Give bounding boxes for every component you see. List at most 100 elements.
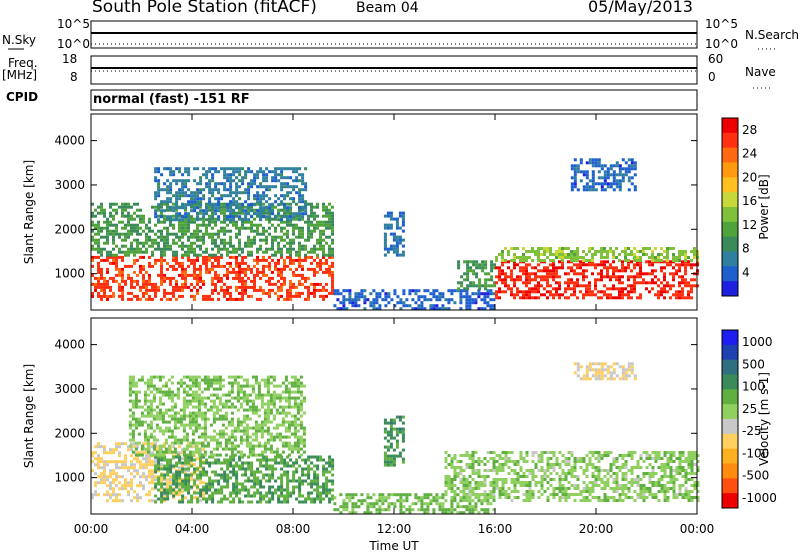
velocity-cell [304,497,308,501]
power-cell [295,273,298,277]
power-cell [292,258,295,262]
power-cell [91,214,94,218]
power-cell [504,275,507,279]
velocity-cell [182,381,186,385]
power-cell [642,281,645,285]
power-cell [103,294,106,298]
velocity-cell [325,476,329,480]
power-cell [259,209,263,213]
power-cell [657,278,660,282]
power-cell [624,287,627,291]
velocity-cell [94,490,97,494]
power-cell [196,253,199,257]
power-cell [672,278,675,282]
velocity-cell [146,405,150,409]
power-cell [549,284,552,288]
velocity-cell [106,484,109,488]
velocity-cell [226,461,230,465]
velocity-cell [190,487,193,491]
power-cell [232,255,235,259]
power-cell [289,297,292,301]
power-cell [223,202,226,206]
power-cell [579,170,583,174]
velocity-cell [128,399,132,403]
velocity-cell [130,484,133,488]
velocity-cell [191,429,195,433]
velocity-cell [199,488,203,492]
power-cell [606,256,609,259]
power-cell [525,290,528,294]
velocity-cell [149,453,153,457]
power-cell [142,276,145,280]
power-cell [615,179,619,183]
power-cell [378,292,382,296]
power-cell [387,301,391,305]
velocity-cell [178,500,182,504]
power-cell [94,285,97,289]
power-cell [172,238,175,242]
velocity-cell [130,478,133,482]
power-cell [600,164,604,168]
velocity-cell [166,494,170,498]
velocity-cell [202,461,206,465]
power-cell [678,269,681,273]
velocity-cell [194,423,198,427]
velocity-cell [188,420,192,424]
velocity-cell [158,396,162,400]
velocity-cell [257,387,261,391]
velocity-cell [304,500,308,504]
power-cell [636,256,639,259]
velocity-cell [313,455,317,459]
power-cell [552,278,555,282]
power-cell [322,285,325,289]
power-cell [91,294,94,298]
velocity-cell [166,461,170,465]
velocity-cell [143,414,147,418]
power-cell [121,238,124,242]
velocity-cell [290,450,294,454]
velocity-cell [271,491,275,495]
power-cell [172,250,175,254]
power-cell [181,261,184,265]
power-cell [91,235,94,239]
power-cell [160,235,163,239]
power-cell [181,173,185,177]
velocity-cell [235,464,239,468]
power-cell [618,290,621,294]
power-cell [193,270,196,274]
power-cell [106,217,109,221]
power-cell [184,179,188,183]
velocity-cell [184,482,188,486]
velocity-cell [230,441,234,445]
power-cell [543,247,546,250]
velocity-cell [224,441,228,445]
power-cell [423,307,427,311]
power-cell [187,220,190,224]
power-cell [106,226,109,230]
power-cell [540,293,543,297]
power-cell [247,253,250,257]
velocity-cell [118,499,121,503]
power-cell [100,297,103,301]
power-cell [630,250,633,253]
power-cell [570,266,573,270]
power-cell [247,226,250,230]
power-cell [618,278,621,282]
power-cell [208,294,211,298]
velocity-cell [253,473,257,477]
power-cell [265,217,268,221]
power-cell [139,208,142,212]
power-cell [648,260,651,264]
power-cell [606,296,609,300]
power-cell [196,291,199,295]
power-cell [627,293,630,297]
velocity-cell [154,478,157,482]
velocity-cell [173,402,177,406]
power-cell [678,281,681,285]
power-cell [612,272,615,276]
power-cell [238,191,242,195]
power-cell [528,263,531,267]
power-cell [639,259,642,262]
power-cell [292,270,295,274]
power-cell [211,288,214,292]
